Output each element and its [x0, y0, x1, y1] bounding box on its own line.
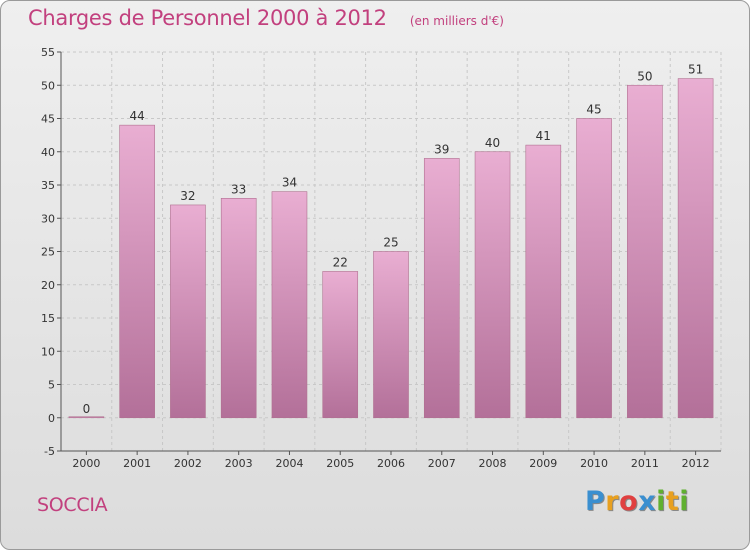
y-tick-label: 45 [41, 113, 55, 126]
y-tick-label: 0 [48, 412, 55, 425]
proxiti-logo: Proxiti [585, 486, 689, 517]
data-label-2001: 44 [130, 109, 145, 123]
y-tick-label: -5 [44, 445, 55, 458]
bar-2008 [474, 151, 511, 419]
x-tick-label-2009: 2009 [529, 457, 557, 470]
data-label-2008: 40 [485, 136, 500, 150]
logo-letter: P [585, 486, 606, 517]
data-label-2011: 50 [637, 69, 652, 83]
data-label-2009: 41 [536, 129, 551, 143]
logo-letter: i [656, 486, 666, 517]
y-tick-label: 55 [41, 46, 55, 59]
bar-2012 [677, 78, 714, 419]
x-tick-label-2008: 2008 [479, 457, 507, 470]
data-label-2007: 39 [434, 142, 449, 156]
bar-2009 [525, 144, 562, 419]
logo-letter: i [679, 486, 690, 517]
logo-letter: t [665, 486, 680, 517]
logo-letter: o [619, 486, 639, 517]
x-tick-label-2000: 2000 [72, 457, 100, 470]
y-tick-label: 50 [41, 79, 55, 92]
logo-letter: r [605, 486, 620, 517]
data-label-2000: 0 [83, 402, 91, 416]
data-label-2012: 51 [688, 63, 703, 77]
chart-title: Charges de Personnel 2000 à 2012 [28, 6, 387, 30]
x-tick-label-2003: 2003 [225, 457, 253, 470]
bar-2002 [170, 204, 206, 419]
y-tick-label: 20 [41, 279, 55, 292]
chart-subtitle: (en milliers d'€) [409, 14, 504, 28]
bar-2000 [68, 416, 105, 419]
y-tick-label: 15 [41, 312, 55, 325]
data-label-2010: 45 [586, 103, 601, 117]
y-tick-label: 30 [41, 212, 55, 225]
data-label-2005: 22 [333, 255, 348, 269]
x-tick-label-2010: 2010 [580, 457, 608, 470]
bar-2006 [373, 251, 409, 419]
y-tick-label: 25 [41, 246, 55, 259]
bars [68, 78, 714, 419]
x-tick-label-2006: 2006 [377, 457, 405, 470]
y-tick-label: 5 [48, 379, 55, 392]
commune-name: SOCCIA [37, 494, 108, 516]
bar-2005 [322, 271, 359, 419]
x-tick-label-2012: 2012 [682, 457, 710, 470]
data-label-2003: 33 [231, 182, 246, 196]
bar-2011 [627, 84, 663, 419]
title-row: Charges de Personnel 2000 à 2012 (en mil… [28, 6, 504, 30]
data-label-2004: 34 [282, 176, 297, 190]
bar-2001 [119, 124, 155, 419]
data-label-2006: 25 [383, 236, 398, 250]
bar-2004 [271, 191, 308, 419]
x-tick-label-2002: 2002 [174, 457, 202, 470]
logo-letter: x [638, 486, 657, 517]
y-tick-label: 40 [41, 146, 55, 159]
data-label-2002: 32 [180, 189, 195, 203]
x-tick-label-2007: 2007 [428, 457, 456, 470]
x-tick-label-2011: 2011 [631, 457, 659, 470]
y-tick-label: 35 [41, 179, 55, 192]
data-labels: 0 44 32 33 34 22 25 39 40 41 45 50 51 [83, 63, 704, 416]
bar-2007 [423, 158, 460, 419]
x-tick-label-2004: 2004 [275, 457, 303, 470]
x-tick-label-2001: 2001 [123, 457, 151, 470]
bar-2003 [220, 198, 257, 419]
y-tick-label: 10 [41, 345, 55, 358]
bar-2010 [576, 118, 612, 419]
x-tick-label-2005: 2005 [326, 457, 354, 470]
